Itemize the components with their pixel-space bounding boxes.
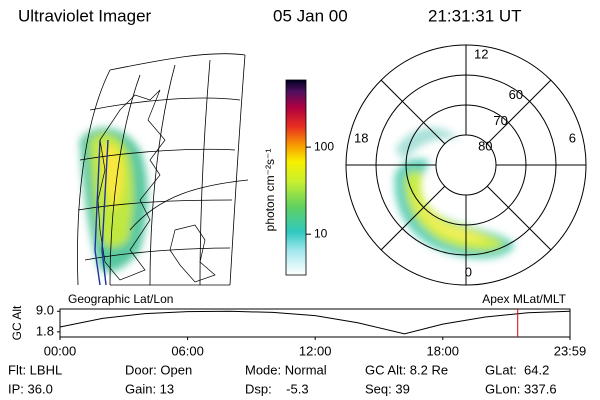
info-field: IP: 36.0 bbox=[8, 381, 53, 396]
mlt-label: 0 bbox=[465, 264, 472, 279]
y-tick-label: 9.0 bbox=[36, 303, 54, 318]
mlt-line bbox=[486, 185, 552, 251]
time: 21:31:31 UT bbox=[428, 6, 522, 25]
mlt-line bbox=[380, 185, 446, 251]
info-field: Gain: 13 bbox=[125, 381, 174, 396]
x-tick-label: 23:59 bbox=[554, 343, 587, 358]
info-field: Flt: LBHL bbox=[8, 362, 62, 377]
mlt-line bbox=[486, 79, 552, 145]
altitude-frame bbox=[59, 308, 571, 338]
info-field: Door: Open bbox=[125, 362, 192, 377]
info-field: GLon: 337.6 bbox=[485, 381, 557, 396]
map-label: Geographic Lat/Lon bbox=[68, 292, 173, 306]
info-block: Flt: LBHL Door: Open Mode: Normal GC Alt: 8… bbox=[8, 362, 557, 396]
x-tick-label: 06:00 bbox=[171, 343, 204, 358]
colorbar-tick-label: 10 bbox=[314, 226, 328, 240]
lat-label: 70 bbox=[493, 113, 507, 128]
title: Ultraviolet Imager bbox=[18, 6, 152, 25]
mlt-line bbox=[380, 79, 446, 145]
info-field: Dsp: -5.3 bbox=[245, 381, 309, 396]
date: 05 Jan 00 bbox=[273, 6, 348, 25]
polar-label: Apex MLat/MLT bbox=[482, 292, 566, 306]
x-tick-label: 12:00 bbox=[299, 343, 332, 358]
x-tick-label: 00:00 bbox=[44, 343, 77, 358]
colorbar bbox=[285, 79, 307, 276]
altitude-line bbox=[59, 310, 571, 335]
info-field: Mode: Normal bbox=[245, 362, 327, 377]
colorbar-label: photon cm⁻²s⁻¹ bbox=[263, 149, 277, 232]
lat-label: 60 bbox=[509, 87, 523, 102]
mlt-label: 12 bbox=[474, 46, 488, 61]
x-tick-label: 18:00 bbox=[426, 343, 459, 358]
info-field: GC Alt: 8.2 Re bbox=[365, 362, 448, 377]
mlt-label: 6 bbox=[569, 130, 576, 145]
info-field: Seq: 39 bbox=[365, 381, 410, 396]
y-tick-label: 1.8 bbox=[36, 323, 54, 338]
mlt-label: 18 bbox=[354, 130, 368, 145]
map-panel bbox=[77, 53, 249, 286]
info-field: GLat: 64.2 bbox=[485, 362, 549, 377]
altitude-ylabel: GC Alt bbox=[10, 305, 24, 340]
colorbar-tick-label: 100 bbox=[314, 139, 334, 153]
